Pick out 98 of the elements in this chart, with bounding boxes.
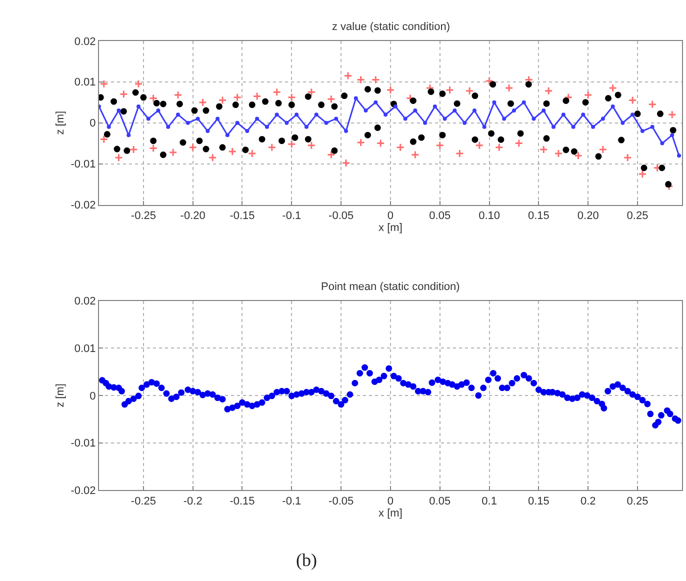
chart-title: Point mean (static condition) xyxy=(321,281,460,293)
point xyxy=(374,100,378,104)
point xyxy=(255,116,260,121)
point xyxy=(216,116,220,121)
point xyxy=(620,120,625,125)
x-tick-label: -0.25 xyxy=(130,210,156,222)
point xyxy=(206,129,210,134)
y-tick-label: 0.01 xyxy=(74,342,96,355)
point xyxy=(472,108,476,113)
chart-title: z value (static condition) xyxy=(332,21,450,33)
point xyxy=(324,120,328,125)
x-axis-title: x [m] xyxy=(378,507,402,520)
point xyxy=(452,108,457,113)
x-tick-label: -0.2 xyxy=(183,495,202,508)
y-axis-title: z [m] xyxy=(54,384,66,408)
x-tick-label: 0.25 xyxy=(626,495,648,508)
point xyxy=(384,112,388,117)
x-tick-label: -0.1 xyxy=(282,495,302,508)
point xyxy=(176,112,180,117)
y-tick-label: 0 xyxy=(90,390,96,402)
point xyxy=(284,120,289,125)
point xyxy=(196,116,200,121)
point xyxy=(660,141,664,146)
y-tick-label: 0 xyxy=(90,118,96,130)
y-tick-label: -0.01 xyxy=(70,158,96,171)
point xyxy=(274,112,279,117)
x-tick-label: 0 xyxy=(387,495,394,508)
x-axis-title: x [m] xyxy=(378,222,402,234)
point xyxy=(502,116,506,121)
x-tick-label: 0.05 xyxy=(429,495,451,508)
y-tick-label: -0.02 xyxy=(70,200,96,212)
point xyxy=(116,108,121,113)
point xyxy=(532,116,536,121)
x-tick-label: 0.2 xyxy=(580,495,596,508)
x-tick-label: -0.1 xyxy=(282,210,302,222)
point xyxy=(522,100,526,104)
x-tick-label: 0.05 xyxy=(429,210,451,222)
point xyxy=(600,116,605,121)
x-tick-label: 0 xyxy=(387,210,394,222)
point xyxy=(186,120,190,125)
point xyxy=(136,104,140,108)
point xyxy=(344,129,348,134)
point xyxy=(640,129,644,134)
point xyxy=(225,133,230,138)
point xyxy=(442,116,447,121)
point xyxy=(512,108,516,113)
point xyxy=(542,108,546,113)
y-tick-label: 0.02 xyxy=(74,296,96,308)
point xyxy=(294,112,299,117)
point xyxy=(235,120,240,125)
y-tick-label: -0.02 xyxy=(70,484,96,497)
text: (b) xyxy=(296,550,317,570)
point xyxy=(677,154,682,158)
point xyxy=(364,108,368,113)
point xyxy=(403,116,408,121)
point xyxy=(334,116,338,121)
point xyxy=(610,104,615,108)
point xyxy=(393,104,398,108)
point xyxy=(462,120,467,125)
point xyxy=(670,133,674,138)
point xyxy=(552,124,556,129)
y-tick-label: 0.01 xyxy=(74,76,96,89)
x-tick-label: 0.20 xyxy=(577,210,599,222)
point xyxy=(166,124,170,129)
x-tick-label: 0.15 xyxy=(528,495,550,508)
x-tick-label: 0.15 xyxy=(528,210,550,222)
point xyxy=(581,112,586,117)
x-tick-label: -0.15 xyxy=(230,495,255,508)
point xyxy=(591,124,596,129)
point xyxy=(245,129,250,134)
point xyxy=(413,108,418,113)
y-tick-label: 0.02 xyxy=(74,36,96,48)
y-tick-label: -0.01 xyxy=(70,438,96,450)
x-tick-label: -0.15 xyxy=(230,210,255,222)
x-tick-label: 0.1 xyxy=(482,495,497,508)
point xyxy=(264,124,269,129)
point xyxy=(650,124,654,129)
point xyxy=(561,112,566,117)
point xyxy=(354,96,358,100)
x-tick-label: -0.25 xyxy=(130,495,156,508)
x-tick-label: -0.05 xyxy=(328,210,354,222)
point xyxy=(571,124,576,129)
point xyxy=(304,124,308,129)
point xyxy=(492,100,496,104)
point xyxy=(432,104,437,108)
point xyxy=(314,112,318,117)
x-tick-label: 0.25 xyxy=(626,210,648,222)
x-tick-label: -0.20 xyxy=(180,210,206,222)
x-tick-label: -0.05 xyxy=(328,495,354,508)
point xyxy=(423,120,428,125)
point xyxy=(156,108,160,113)
y-axis-title: z [m] xyxy=(54,110,66,135)
point xyxy=(630,112,635,117)
point xyxy=(482,124,486,129)
point xyxy=(146,116,150,121)
point xyxy=(126,133,131,138)
x-tick-label: 0.10 xyxy=(478,210,500,222)
point xyxy=(106,124,111,129)
